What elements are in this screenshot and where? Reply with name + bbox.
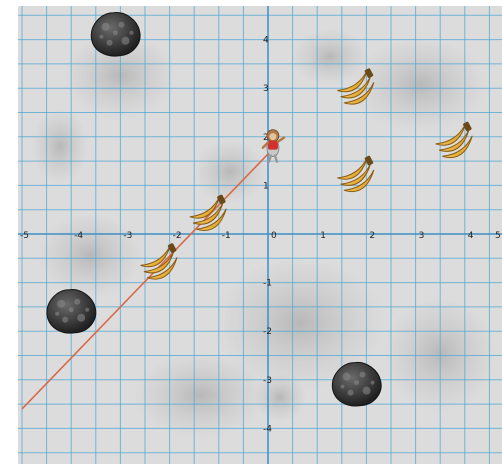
y-tick-label: 1: [263, 181, 269, 191]
y-tick-label: 2: [263, 133, 269, 143]
x-tick-label: -1: [222, 231, 231, 241]
moon-rock-icon[interactable]: [46, 289, 97, 334]
coordinate-axes: [18, 6, 502, 464]
x-tick-label: -3: [123, 231, 132, 241]
banana-bunch-icon[interactable]: [335, 155, 382, 196]
y-tick-label: -3: [263, 376, 272, 386]
game-objects: [46, 12, 480, 407]
moon-surface-background: [18, 6, 502, 464]
x-tick-label: 3: [419, 231, 425, 241]
banana-bunch-icon[interactable]: [187, 194, 234, 235]
x-tick-label: 2: [369, 231, 375, 241]
banana-bunch-icon[interactable]: [138, 243, 185, 284]
y-tick-label: 3: [263, 84, 269, 94]
banana-bunch-icon[interactable]: [433, 121, 480, 162]
axis-tick-labels: -5 -4 -3 -2 -1 0 1 2 3 4 5 4 3 2 1 -1 -2 -3 -4: [20, 36, 501, 435]
x-tick-label: -5: [20, 231, 29, 241]
y-tick-label: -4: [263, 424, 272, 434]
y-tick-label: 4: [263, 36, 269, 46]
launch-line: [21, 148, 274, 410]
x-tick-label: -4: [74, 231, 83, 241]
x-tick-label: 0: [271, 231, 277, 241]
moon-rock-icon[interactable]: [331, 361, 382, 407]
x-tick-label: 4: [468, 231, 474, 241]
x-tick-label: 1: [320, 231, 326, 241]
y-tick-label: -2: [263, 327, 272, 337]
x-tick-label: -2: [173, 231, 182, 241]
moon-rock-icon[interactable]: [90, 12, 141, 57]
banana-bunch-icon[interactable]: [335, 68, 382, 109]
monkey-astronaut-icon[interactable]: [261, 129, 286, 163]
y-tick-label: -1: [263, 279, 272, 289]
x-tick-label: 5: [495, 231, 501, 241]
